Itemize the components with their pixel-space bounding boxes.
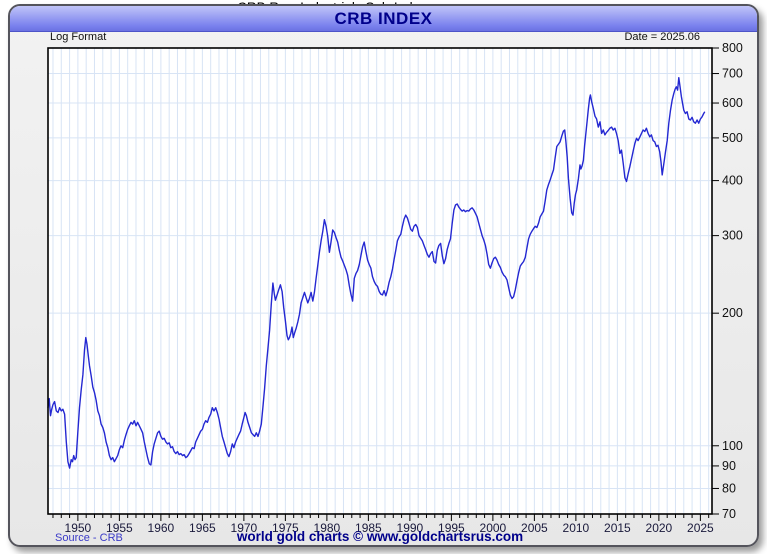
plot-background xyxy=(48,48,712,514)
y-tick-label: 500 xyxy=(722,131,743,145)
log-format-label: Log Format xyxy=(50,31,107,43)
y-tick-label: 90 xyxy=(722,459,736,473)
y-tick-label: 70 xyxy=(722,507,736,521)
x-tick-label: 1980 xyxy=(314,521,341,535)
x-tick-label: 1990 xyxy=(397,521,424,535)
x-tick-label: 1985 xyxy=(355,521,382,535)
y-tick-label: 80 xyxy=(722,481,736,495)
x-tick-label: 2015 xyxy=(604,521,631,535)
y-tick-label: 700 xyxy=(722,67,743,81)
copyright-label: world gold charts © www.goldchartsrus.co… xyxy=(236,529,524,544)
x-tick-label: 1965 xyxy=(189,521,216,535)
y-tick-label: 400 xyxy=(722,174,743,188)
title-bar: CRB INDEX xyxy=(10,6,757,32)
x-tick-label: 1975 xyxy=(272,521,299,535)
x-tick-label: 1960 xyxy=(148,521,175,535)
y-tick-label: 100 xyxy=(722,439,743,453)
x-tick-label: 1950 xyxy=(65,521,92,535)
x-tick-label: 2025 xyxy=(687,521,714,535)
date-label: Date = 2025.06 xyxy=(624,31,700,43)
y-tick-label: 600 xyxy=(722,96,743,110)
y-tick-label: 300 xyxy=(722,229,743,243)
x-tick-label: 1995 xyxy=(438,521,465,535)
y-tick-label: 800 xyxy=(722,41,743,55)
window-title: CRB INDEX xyxy=(334,8,433,28)
x-tick-label: 1955 xyxy=(106,521,133,535)
x-tick-label: 2005 xyxy=(521,521,548,535)
price-line xyxy=(47,76,706,469)
y-tick-label: 200 xyxy=(722,306,743,320)
x-tick-label: 2020 xyxy=(646,521,673,535)
source-label: Source - CRB xyxy=(55,532,123,544)
x-tick-label: 2010 xyxy=(563,521,590,535)
x-tick-label: 2000 xyxy=(480,521,507,535)
x-tick-label: 1970 xyxy=(231,521,258,535)
plot-border xyxy=(47,47,713,515)
